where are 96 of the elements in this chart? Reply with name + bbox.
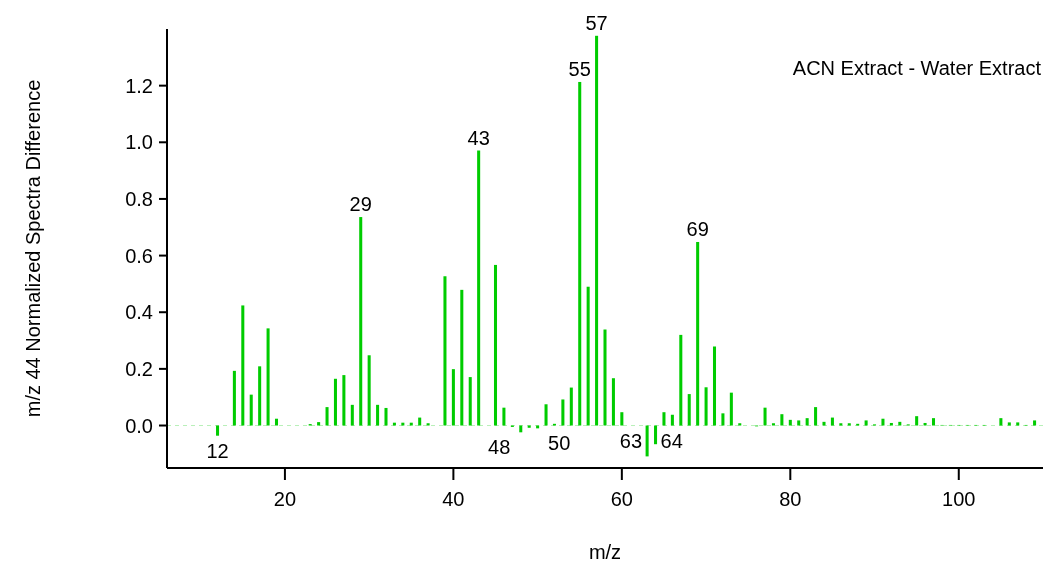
bar [266, 328, 270, 426]
bar [729, 392, 733, 426]
bar [931, 418, 936, 426]
annotation: 48 [488, 436, 511, 459]
bar [359, 217, 363, 426]
bar [586, 286, 590, 426]
bar [1016, 422, 1020, 426]
y-axis-title: m/z 44 Normalized Spectra Difference [22, 79, 44, 418]
y-tick-label: 0.6 [125, 244, 153, 267]
bar [898, 421, 902, 426]
bar [780, 414, 784, 426]
bar [468, 377, 472, 426]
annotation: 63 [619, 429, 643, 452]
annotation: 55 [568, 57, 591, 80]
bar [864, 420, 868, 426]
bar [687, 394, 691, 426]
bar [763, 407, 767, 426]
bar [603, 329, 607, 426]
bar [738, 423, 742, 426]
bar [1007, 422, 1011, 426]
y-tick-label: 0.2 [125, 357, 153, 380]
bar [367, 355, 371, 426]
x-axis-title: m/z [588, 541, 622, 563]
bar [645, 425, 649, 457]
text: ACN Extract - Water Extract [792, 57, 1042, 79]
bar [704, 387, 708, 426]
annotation: 64 [660, 429, 683, 452]
bar [670, 414, 674, 426]
y-tick-label: 0.8 [125, 187, 153, 210]
bar [460, 289, 464, 426]
bar [999, 418, 1003, 426]
bar [814, 407, 818, 426]
bar [443, 276, 447, 426]
bar [342, 375, 346, 426]
annotation: 50 [548, 432, 571, 455]
bar [502, 407, 506, 426]
x-tick-label: 100 [942, 488, 976, 510]
bar [654, 425, 658, 445]
bar [839, 423, 843, 426]
bar [401, 422, 405, 426]
bar [409, 422, 413, 426]
bar [216, 425, 220, 436]
bar [721, 413, 725, 426]
bar [889, 422, 893, 426]
bar [317, 422, 321, 426]
bar [611, 378, 615, 426]
bar [241, 305, 245, 426]
bar [696, 241, 700, 426]
bar [544, 404, 548, 426]
y-tick-label: 0.0 [125, 414, 153, 437]
bar [493, 264, 498, 426]
annotation: 29 [349, 193, 372, 216]
y-tick-label: 1.0 [125, 131, 153, 154]
bar [418, 417, 422, 426]
bar [771, 423, 775, 426]
bar [426, 423, 430, 426]
bar [392, 422, 396, 426]
x-tick-label: 20 [273, 488, 297, 510]
bar [451, 369, 455, 426]
bar [847, 423, 851, 426]
annotation: 43 [467, 126, 490, 149]
y-tick-label: 1.2 [125, 74, 153, 97]
bar [1033, 420, 1037, 426]
bar [712, 346, 717, 426]
annotation: 12 [206, 439, 229, 462]
bar [477, 150, 481, 426]
bar [915, 416, 919, 426]
x-tick-label: 40 [442, 488, 465, 510]
bar [333, 378, 337, 426]
bar [830, 417, 834, 426]
bar [578, 81, 582, 426]
bar [350, 404, 354, 426]
bar [788, 419, 792, 426]
annotation: 57 [585, 11, 608, 34]
x-tick-label: 60 [610, 488, 633, 510]
bar [384, 407, 388, 426]
bar [679, 334, 683, 426]
bar [569, 387, 573, 426]
bar [797, 420, 801, 426]
bar [376, 404, 380, 426]
x-tick-label: 80 [779, 488, 802, 510]
annotation: 69 [686, 217, 709, 240]
bar [232, 370, 236, 426]
bar [822, 421, 826, 426]
bar [561, 399, 565, 426]
bar [881, 418, 885, 426]
bar [258, 366, 262, 426]
bar [249, 394, 253, 426]
bar [595, 35, 599, 426]
bar [923, 422, 927, 426]
bar [620, 412, 624, 426]
bar [805, 418, 809, 426]
bar [274, 418, 279, 426]
y-tick-label: 0.4 [125, 301, 153, 324]
bar [325, 407, 329, 426]
bar [662, 412, 666, 426]
